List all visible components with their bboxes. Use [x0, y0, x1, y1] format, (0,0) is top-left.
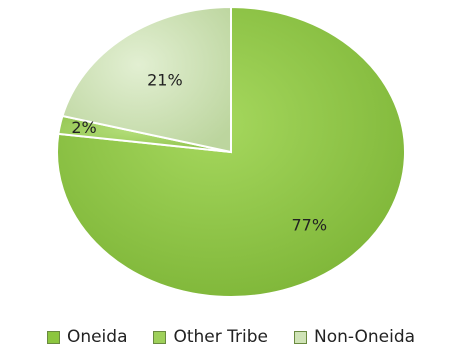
data-label-oneida: 77% [291, 215, 327, 234]
legend-item-other-tribe: Other Tribe [153, 327, 268, 347]
legend-swatch-oneida [46, 330, 60, 344]
data-label-non-oneida: 21% [147, 70, 183, 89]
data-label-other-tribe: 2% [71, 118, 96, 137]
legend-label-oneida: Oneida [66, 327, 128, 347]
legend: Oneida Other Tribe Non-Oneida [0, 322, 462, 352]
legend-item-non-oneida: Non-Oneida [294, 327, 415, 347]
legend-label-non-oneida: Non-Oneida [314, 327, 416, 347]
legend-swatch-other-tribe [153, 330, 167, 344]
pie-slice-non-oneida [61, 5, 232, 154]
legend-label-other-tribe: Other Tribe [173, 327, 269, 347]
legend-item-oneida: Oneida [46, 327, 128, 347]
pie-slices [56, 5, 406, 298]
pie-data-labels: 77% 2% 21% [71, 70, 327, 234]
pie-chart-svg: 77% 2% 21% [56, 5, 406, 298]
legend-swatch-non-oneida [294, 330, 308, 344]
